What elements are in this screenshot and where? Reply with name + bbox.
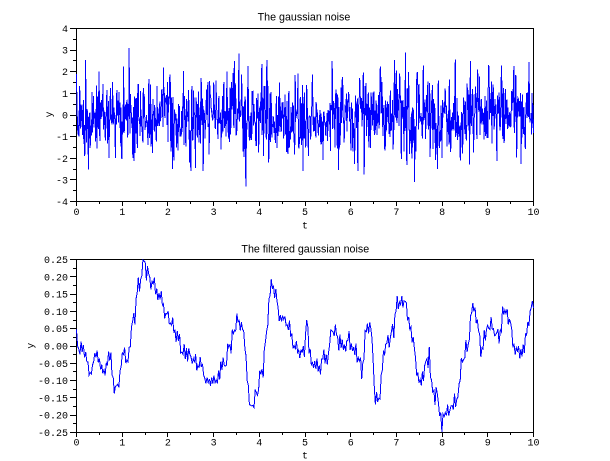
svg-text:6: 6 — [348, 208, 354, 219]
svg-text:The gaussian noise: The gaussian noise — [258, 11, 351, 23]
svg-text:y: y — [27, 343, 38, 349]
svg-text:0.15: 0.15 — [44, 291, 68, 302]
svg-text:7: 7 — [393, 439, 399, 450]
svg-text:0.25: 0.25 — [44, 256, 68, 267]
svg-text:-0.15: -0.15 — [38, 394, 68, 405]
svg-text:5: 5 — [302, 208, 308, 219]
svg-text:3: 3 — [211, 439, 217, 450]
svg-text:0.10: 0.10 — [44, 308, 68, 319]
svg-text:-0.10: -0.10 — [38, 377, 68, 388]
svg-text:0: 0 — [73, 208, 79, 219]
svg-text:2: 2 — [165, 208, 171, 219]
svg-text:-2: -2 — [56, 155, 68, 166]
svg-text:-3: -3 — [56, 176, 68, 187]
svg-text:7: 7 — [393, 208, 399, 219]
svg-text:3: 3 — [211, 208, 217, 219]
svg-text:-4: -4 — [56, 198, 68, 209]
svg-text:4: 4 — [256, 439, 262, 450]
svg-text:t: t — [302, 221, 308, 232]
svg-text:1: 1 — [119, 439, 125, 450]
svg-text:8: 8 — [439, 208, 445, 219]
svg-text:0: 0 — [62, 112, 68, 123]
svg-text:4: 4 — [62, 25, 68, 36]
svg-text:-0.25: -0.25 — [38, 429, 68, 440]
svg-text:0.00: 0.00 — [44, 343, 68, 354]
svg-text:t: t — [302, 451, 308, 461]
svg-text:The filtered gaussian noise: The filtered gaussian noise — [241, 243, 369, 255]
svg-text:1: 1 — [62, 90, 68, 101]
svg-text:9: 9 — [485, 439, 491, 450]
svg-text:3: 3 — [62, 47, 68, 58]
svg-text:8: 8 — [439, 439, 445, 450]
svg-text:1: 1 — [119, 208, 125, 219]
svg-text:0.05: 0.05 — [44, 325, 68, 336]
svg-text:9: 9 — [485, 208, 491, 219]
svg-text:0.20: 0.20 — [44, 273, 68, 284]
svg-text:10: 10 — [527, 208, 539, 219]
svg-text:-0.20: -0.20 — [38, 412, 68, 423]
svg-text:2: 2 — [165, 439, 171, 450]
svg-text:2: 2 — [62, 68, 68, 79]
svg-text:0: 0 — [73, 439, 79, 450]
svg-text:-0.05: -0.05 — [38, 360, 68, 371]
svg-text:6: 6 — [348, 439, 354, 450]
svg-text:10: 10 — [527, 439, 539, 450]
svg-text:-1: -1 — [56, 133, 68, 144]
svg-text:5: 5 — [302, 439, 308, 450]
svg-text:4: 4 — [256, 208, 262, 219]
svg-text:y: y — [45, 111, 56, 117]
